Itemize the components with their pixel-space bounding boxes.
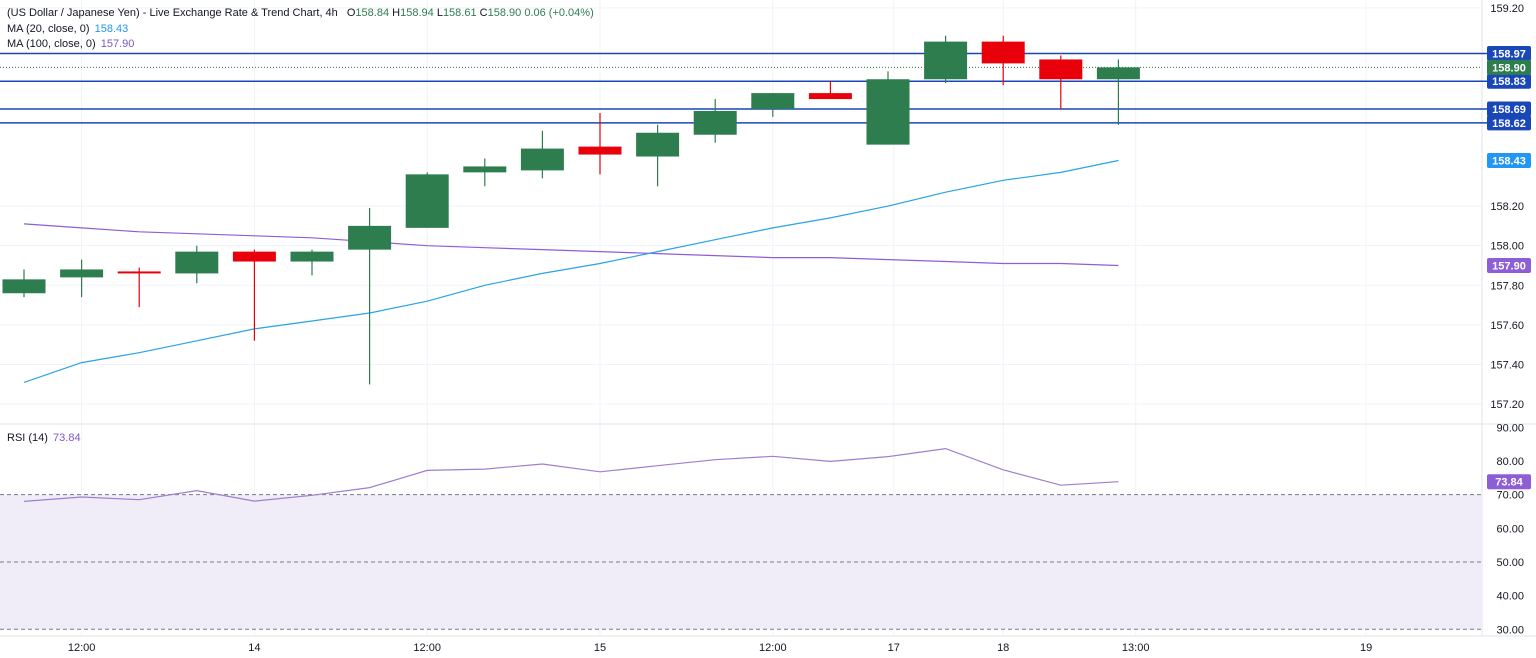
price-tick-label: 157.20 bbox=[1490, 399, 1524, 411]
rsi-last-tag: 73.84 bbox=[1495, 477, 1523, 489]
candle-body bbox=[578, 146, 622, 155]
level-price-tag: 158.69 bbox=[1492, 104, 1526, 116]
price-tick-label: 157.60 bbox=[1490, 320, 1524, 332]
time-tick-label: 19 bbox=[1360, 642, 1372, 654]
price-tick-label: 157.40 bbox=[1490, 360, 1524, 372]
ma20-value: 158.43 bbox=[94, 23, 129, 35]
rsi-tick-label: 80.00 bbox=[1496, 456, 1524, 468]
time-tick-label: 14 bbox=[248, 642, 260, 654]
candle-body bbox=[175, 251, 219, 274]
ma100-value: 157.90 bbox=[100, 38, 135, 50]
candle-body bbox=[636, 132, 680, 157]
time-tick-label: 18 bbox=[997, 642, 1009, 654]
ohlc-high: 158.94 bbox=[400, 7, 434, 19]
candle-body bbox=[1096, 67, 1140, 80]
level-price-tag: 158.62 bbox=[1492, 118, 1526, 130]
ma100-line bbox=[23, 223, 1119, 267]
candle-body bbox=[2, 279, 46, 294]
last-price-tag-bg bbox=[1487, 59, 1531, 75]
price-tick-label: 158.20 bbox=[1490, 201, 1524, 213]
level-price-tag-bg bbox=[1487, 115, 1531, 131]
last-price-tag: 158.90 bbox=[1492, 62, 1526, 74]
price-axis: 159.20 158.20 158.00 157.80 157.60 157.40 157.… bbox=[1490, 3, 1524, 636]
time-tick-label: 13:00 bbox=[1122, 642, 1150, 654]
candle-body bbox=[520, 148, 564, 171]
candles bbox=[2, 35, 1140, 385]
rsi-band bbox=[0, 494, 1482, 630]
rsi-tick-label: 60.00 bbox=[1496, 523, 1524, 535]
candle-body bbox=[981, 41, 1025, 64]
price-tick-label: 159.20 bbox=[1490, 3, 1524, 15]
time-axis: 12:00 14 12:00 15 12:00 17 18 13:00 19 bbox=[68, 642, 1372, 654]
candle-body bbox=[751, 93, 795, 109]
candle-body bbox=[232, 251, 276, 262]
ma20-label: MA (20, close, 0) bbox=[7, 23, 90, 35]
ma20-series bbox=[23, 159, 1119, 383]
time-tick-label: 17 bbox=[888, 642, 900, 654]
chart-title-row: (US Dollar / Japanese Yen) - Live Exchan… bbox=[7, 6, 594, 20]
candle-body bbox=[924, 41, 968, 80]
ma100-label: MA (100, close, 0) bbox=[7, 38, 96, 50]
price-tags: 158.97 158.83 158.69 158.62 158.90 158.43 157.… bbox=[1487, 45, 1531, 490]
ma20-price-tag-bg bbox=[1487, 152, 1531, 168]
rsi-label: RSI (14) bbox=[7, 432, 48, 444]
ohlc-open: 158.84 bbox=[355, 7, 390, 19]
rsi-legend[interactable]: RSI (14) 73.84 bbox=[7, 431, 81, 445]
level-price-tag: 158.97 bbox=[1492, 48, 1526, 60]
ohlc-o-label: O bbox=[346, 7, 356, 19]
ma20-legend[interactable]: MA (20, close, 0) 158.43 bbox=[7, 22, 128, 36]
ma20-line bbox=[23, 159, 1119, 383]
rsi-series bbox=[23, 447, 1119, 502]
ohlc-c-label: C bbox=[479, 7, 488, 19]
ohlc-change: 0.06 (+0.04%) bbox=[524, 7, 594, 19]
time-tick-label: 12:00 bbox=[68, 642, 96, 654]
candle-body bbox=[693, 110, 737, 135]
ohlc-l-label: L bbox=[436, 7, 443, 19]
candle-body bbox=[348, 225, 392, 250]
candle-body bbox=[405, 174, 449, 228]
rsi-tick-label: 90.00 bbox=[1496, 422, 1524, 434]
rsi-tick-label: 70.00 bbox=[1496, 490, 1524, 502]
ohlc-low: 158.61 bbox=[442, 7, 477, 19]
horizontal-levels bbox=[0, 52, 1488, 124]
time-tick-label: 12:00 bbox=[759, 642, 787, 654]
ma100-series bbox=[23, 223, 1119, 267]
rsi-tick-label: 40.00 bbox=[1496, 591, 1524, 603]
ma100-price-tag: 157.90 bbox=[1492, 260, 1526, 272]
ma100-price-tag-bg bbox=[1487, 257, 1531, 273]
ohlc-h-label: H bbox=[392, 7, 401, 19]
candle-body bbox=[290, 251, 334, 262]
ohlc-close: 158.90 bbox=[487, 7, 522, 19]
rsi-tick-label: 30.00 bbox=[1496, 624, 1524, 636]
price-tick-label: 157.80 bbox=[1490, 280, 1524, 292]
rsi-line bbox=[23, 447, 1119, 502]
chart-title: (US Dollar / Japanese Yen) - Live Exchan… bbox=[7, 7, 338, 19]
ma20-price-tag: 158.43 bbox=[1492, 155, 1526, 167]
level-price-tag: 158.83 bbox=[1492, 76, 1526, 88]
level-price-tag-bg bbox=[1487, 73, 1531, 89]
ma100-legend[interactable]: MA (100, close, 0) 157.90 bbox=[7, 37, 134, 51]
level-price-tag-bg bbox=[1487, 101, 1531, 117]
time-tick-label: 12:00 bbox=[413, 642, 441, 654]
rsi-band-fill bbox=[0, 494, 1482, 630]
rsi-last-tag-bg bbox=[1487, 474, 1531, 490]
level-price-tag-bg bbox=[1487, 45, 1531, 61]
candle-body bbox=[60, 269, 104, 278]
rsi-tick-label: 50.00 bbox=[1496, 557, 1524, 569]
candle-body bbox=[463, 166, 507, 173]
rsi-value: 73.84 bbox=[53, 432, 81, 444]
candle-body bbox=[808, 93, 852, 100]
candle-body bbox=[1039, 59, 1083, 80]
time-tick-label: 15 bbox=[594, 642, 606, 654]
candle-body bbox=[866, 79, 910, 145]
price-tick-label: 158.00 bbox=[1490, 241, 1524, 253]
candle-body bbox=[117, 271, 161, 274]
